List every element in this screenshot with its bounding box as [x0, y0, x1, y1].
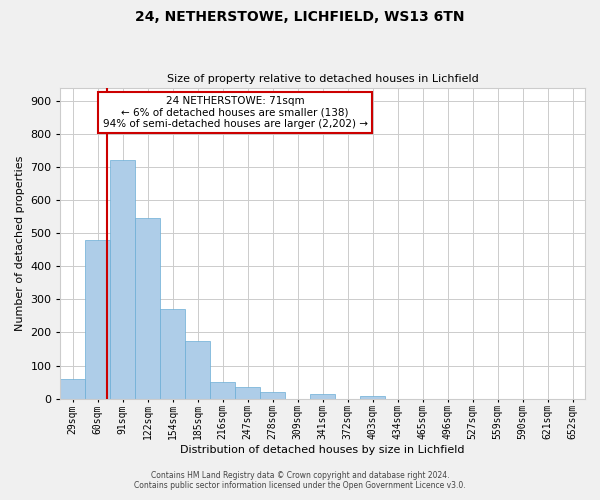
Bar	[85, 240, 110, 398]
Bar	[160, 310, 185, 398]
Text: 24, NETHERSTOWE, LICHFIELD, WS13 6TN: 24, NETHERSTOWE, LICHFIELD, WS13 6TN	[135, 10, 465, 24]
Bar	[210, 382, 235, 398]
Bar	[185, 340, 210, 398]
Bar	[310, 394, 335, 398]
Bar	[235, 387, 260, 398]
Text: Contains HM Land Registry data © Crown copyright and database right 2024.
Contai: Contains HM Land Registry data © Crown c…	[134, 470, 466, 490]
Title: Size of property relative to detached houses in Lichfield: Size of property relative to detached ho…	[167, 74, 478, 84]
Bar	[110, 160, 135, 398]
Bar	[135, 218, 160, 398]
Bar	[260, 392, 285, 398]
X-axis label: Distribution of detached houses by size in Lichfield: Distribution of detached houses by size …	[180, 445, 465, 455]
Y-axis label: Number of detached properties: Number of detached properties	[15, 156, 25, 331]
Bar	[60, 379, 85, 398]
Text: 24 NETHERSTOWE: 71sqm
← 6% of detached houses are smaller (138)
94% of semi-deta: 24 NETHERSTOWE: 71sqm ← 6% of detached h…	[103, 96, 368, 129]
Bar	[360, 396, 385, 398]
